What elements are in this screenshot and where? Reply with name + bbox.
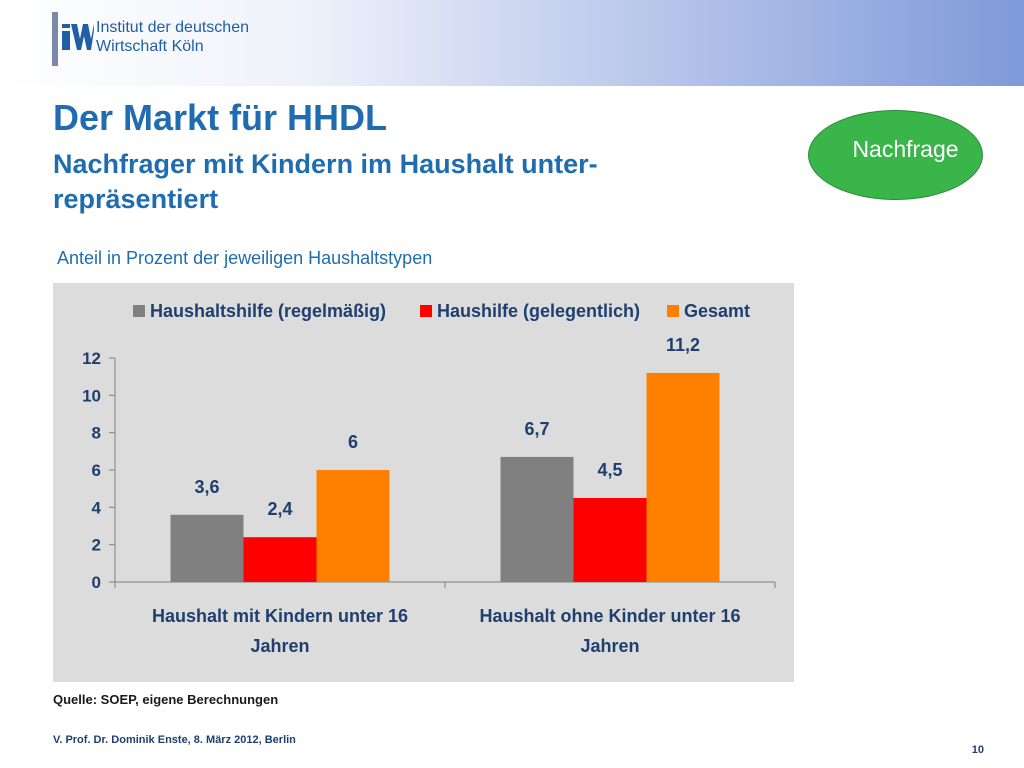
y-tick-label: 12 [82,349,101,368]
y-tick-label: 4 [92,498,102,517]
x-category-label: Haushalt mit Kindern unter 16 [152,606,408,626]
logo-line-1: Institut der deutschen [96,19,249,36]
logo-bracket [52,12,58,66]
data-label: 11,2 [666,335,700,355]
bar-1-2 [500,456,574,582]
bar-3-2 [646,372,720,582]
legend-swatch-2 [420,305,432,317]
y-tick-label: 8 [92,424,101,443]
demand-badge: Nachfrage [808,110,983,200]
legend-swatch-1 [133,305,145,317]
slide-title: Der Markt für HHDL [53,97,388,138]
bar-2-1 [243,537,317,582]
y-tick-label: 0 [92,573,101,592]
bar-chart: 0 2 4 6 8 10 12 3,6 2,4 6 Haushalt mit Kindern unt… [82,301,776,656]
data-label: 6,7 [524,419,549,439]
legend-label-3: Gesamt [684,301,750,321]
logo-line-2: Wirtschaft Köln [96,38,204,55]
y-tick-label: 6 [92,461,101,480]
x-category-label: Jahren [250,636,309,656]
data-label: 6 [348,432,358,452]
x-category-label: Jahren [580,636,639,656]
y-tick-label: 10 [82,386,101,405]
source-note: Quelle: SOEP, eigene Berechnungen [53,692,279,707]
page-number: 10 [971,744,984,756]
x-category-label: Haushalt ohne Kinder unter 16 [479,606,740,626]
header-band [0,0,1024,86]
slide-subtitle: Nachfrager mit Kindern im Haushalt unter… [53,149,598,214]
logo-text: Institut der deutschen Wirtschaft Köln [96,18,296,56]
institute-logo: Institut der deutschen Wirtschaft Köln [52,12,292,68]
iw-logo-icon [62,24,94,50]
bar-1-1 [170,514,244,582]
bar-3-1 [316,470,390,582]
data-label: 3,6 [194,477,219,497]
bar-2-2 [573,498,647,582]
chart-caption: Anteil in Prozent der jeweiligen Haushal… [57,248,433,268]
legend-label-1: Haushaltshilfe (regelmäßig) [150,301,386,321]
chart-panel: 0 2 4 6 8 10 12 3,6 2,4 6 Haushalt mit Kindern unt… [53,283,794,682]
data-label: 2,4 [267,499,292,519]
footer-author: V. Prof. Dr. Dominik Enste, 8. März 2012… [53,734,296,746]
legend-swatch-3 [667,305,679,317]
data-label: 4,5 [597,460,622,480]
badge-label: Nachfrage [852,135,959,162]
y-tick-label: 2 [92,536,101,555]
legend-label-2: Haushilfe (gelegentlich) [437,301,640,321]
